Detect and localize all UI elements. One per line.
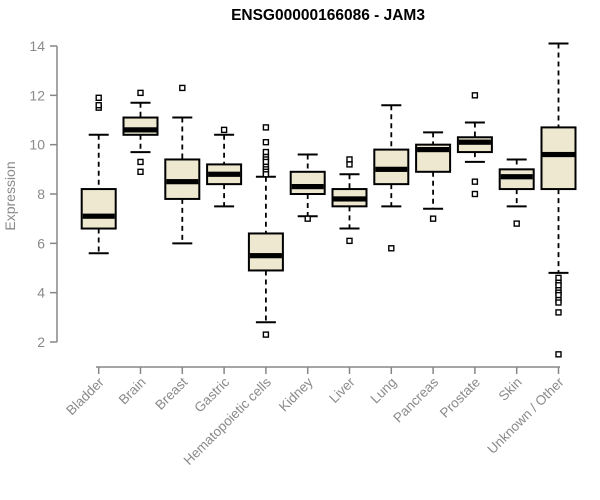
outlier-point (262, 331, 270, 338)
y-axis-tick-label: 14 (29, 38, 45, 54)
boxplot-bladder (80, 94, 117, 255)
boxplot-pancreas (415, 131, 452, 222)
outlier-point (262, 138, 270, 146)
outlier-point (137, 168, 144, 176)
outlier-point (513, 220, 520, 227)
median-line (375, 166, 408, 172)
boxplot-hematopoietic-cells (247, 124, 284, 338)
box-iqr (289, 170, 326, 196)
x-axis-category-label: Unknown / Other (484, 374, 567, 457)
outlier-point (137, 89, 144, 97)
outlier-point (95, 94, 102, 102)
median-line (249, 253, 282, 259)
outlier-point (179, 84, 186, 92)
median-line (417, 147, 450, 153)
outlier-point (555, 299, 562, 306)
box-iqr (540, 126, 577, 191)
outlier-point (95, 101, 102, 109)
boxplot-gastric (206, 126, 243, 208)
outlier-point (471, 178, 479, 185)
x-axis-category-label: Prostate (437, 375, 483, 421)
outlier-point (471, 92, 479, 99)
outlier-point (555, 309, 562, 316)
median-line (208, 171, 241, 177)
median-line (333, 196, 366, 202)
x-axis-category-label: Skin (496, 375, 525, 404)
box-iqr (80, 188, 117, 230)
y-axis-tick-label: 4 (37, 285, 45, 301)
boxplot-prostate (456, 92, 493, 198)
outlier-point (137, 158, 144, 166)
median-line (500, 174, 533, 180)
boxplot-breast (164, 84, 201, 245)
median-line (542, 151, 575, 158)
outlier-point (346, 161, 353, 168)
y-axis-tick-label: 6 (37, 235, 45, 251)
y-axis-tick-label: 2 (37, 334, 45, 350)
boxplot-brain (122, 89, 159, 176)
boxplot-liver (331, 156, 368, 245)
boxplot-unknown-other (540, 42, 577, 358)
y-axis-tick-label: 8 (37, 186, 45, 202)
box-iqr (247, 232, 284, 272)
median-line (291, 184, 324, 190)
outlier-point (471, 190, 479, 198)
outlier-point (262, 171, 270, 178)
outlier-point (555, 351, 562, 358)
x-axis-category-label: Liver (326, 374, 358, 406)
outlier-point (346, 237, 353, 245)
x-axis-category-label: Brain (116, 375, 149, 408)
boxplot-lung (373, 104, 410, 252)
boxplot-kidney (289, 153, 326, 222)
median-line (458, 139, 491, 145)
outlier-point (304, 215, 311, 222)
x-axis-category-label: Gastric (191, 374, 232, 415)
boxplot-skin (498, 158, 535, 227)
x-axis-category-label: Kidney (276, 374, 316, 414)
y-axis-tick-label: 10 (29, 137, 45, 153)
y-axis-tick-label: 12 (29, 87, 45, 103)
x-axis-category-label: Pancreas (390, 374, 441, 425)
outlier-point (220, 126, 228, 134)
outlier-point (429, 215, 437, 222)
outlier-point (262, 124, 270, 131)
x-axis-category-label: Breast (152, 374, 190, 412)
x-axis-category-label: Lung (368, 375, 400, 407)
outlier-point (388, 245, 395, 252)
x-axis-category-label: Bladder (63, 374, 107, 418)
median-line (82, 213, 115, 219)
median-line (124, 127, 157, 133)
median-line (166, 179, 199, 185)
chart-title: ENSG00000166086 - JAM3 (231, 7, 425, 24)
y-axis-label: Expression (2, 161, 18, 230)
